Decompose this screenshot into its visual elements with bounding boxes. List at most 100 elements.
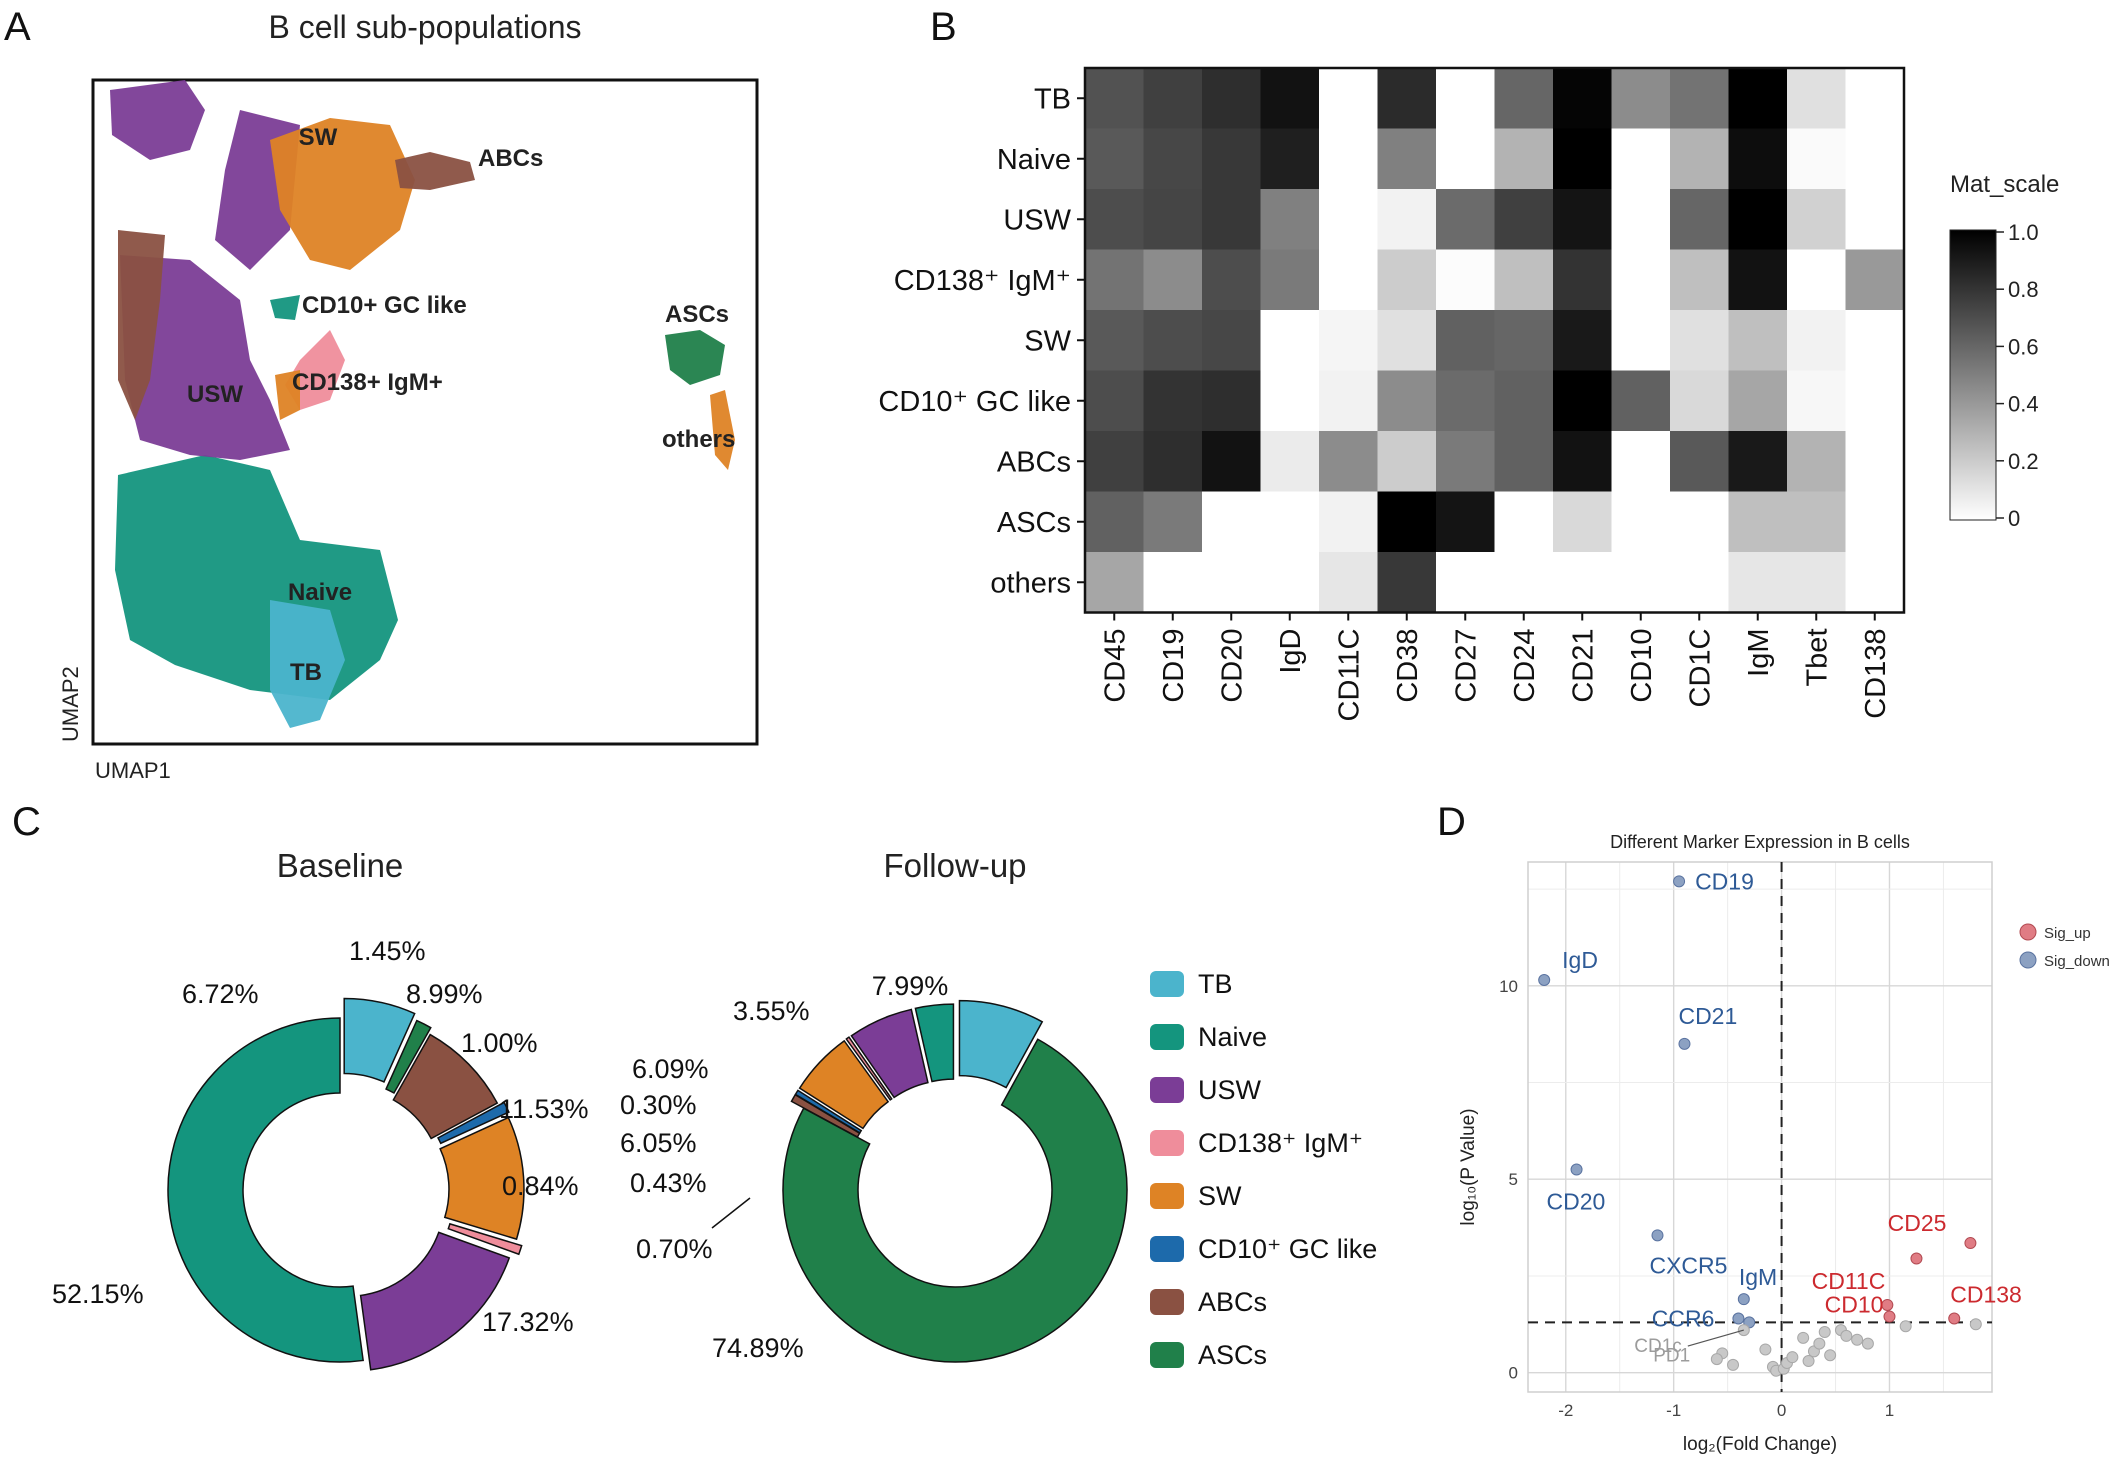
scale-tick-label: 0.6 [2008, 334, 2039, 359]
umap-cluster-label: USW [187, 381, 243, 408]
donut-slice [343, 997, 416, 1083]
donut-slice [385, 1019, 432, 1095]
volcano-legend-label: Sig_up [2044, 925, 2091, 942]
heatmap-cell [1377, 431, 1437, 493]
heatmap-cell [1143, 552, 1203, 614]
volcano-point [1538, 973, 1551, 986]
heatmap-cell [1728, 491, 1788, 553]
x-tick-label: 0 [1777, 1401, 1786, 1420]
scale-tick-label: 1.0 [2008, 220, 2039, 245]
umap-cluster-label: ASCs [665, 301, 729, 328]
heatmap-cell [1202, 491, 1262, 553]
heatmap: TB Naive USW CD138⁺ IgM⁺ SW CD10⁺ GC like ABCs… [878, 66, 1906, 722]
heatmap-col-label: IgD [1275, 629, 1307, 674]
heatmap-cell [1377, 370, 1437, 432]
heatmap-cell [1787, 68, 1847, 130]
volcano-point-label: CD1c [1634, 1336, 1682, 1357]
donut-slice-label: 17.32% [482, 1307, 574, 1337]
volcano-point [1673, 875, 1686, 888]
volcano-y-label: log₁₀(P Value) [1458, 1108, 1479, 1225]
donut-slice [914, 1003, 955, 1083]
legend-swatch [1150, 1183, 1184, 1209]
heatmap-cell [1260, 128, 1320, 190]
heatmap-cell [1845, 431, 1905, 493]
heatmap-cell [1787, 189, 1847, 251]
label-leader-line [1687, 1329, 1744, 1347]
donut-slice-label: 1.45% [349, 936, 426, 966]
umap-cluster-label: CD10+ GC like [302, 292, 467, 319]
volcano-point [1737, 1293, 1750, 1306]
legend-swatch [1150, 971, 1184, 997]
heatmap-cell [1553, 431, 1613, 493]
heatmap-cell [1085, 552, 1145, 614]
umap-cluster-region [120, 255, 290, 460]
volcano-point [1732, 1312, 1745, 1325]
panel-letter-d: D [1437, 800, 1466, 844]
volcano-point-label: CD19 [1695, 868, 1754, 894]
heatmap-cell [1436, 310, 1496, 372]
heatmap-cell [1728, 68, 1788, 130]
volcano-point [1710, 1353, 1723, 1366]
heatmap-col-label: CD11C [1333, 629, 1365, 722]
heatmap-cell [1260, 310, 1320, 372]
panel-c: C Baseline 6.72% 1.45% 8.99% 1.00% 11.53% 0.84… [12, 800, 1377, 1371]
scale-tick-label: 0.4 [2008, 392, 2039, 417]
legend-swatch [1150, 1024, 1184, 1050]
heatmap-cell [1319, 310, 1379, 372]
volcano-point [1570, 1163, 1583, 1176]
y-tick-label: 0 [1509, 1364, 1518, 1383]
heatmap-cell [1728, 552, 1788, 614]
heatmap-cell [1143, 128, 1203, 190]
heatmap-cell [1436, 431, 1496, 493]
heatmap-cell [1085, 310, 1145, 372]
donut-slice-label: 3.55% [733, 996, 810, 1026]
volcano-x-label: log₂(Fold Change) [1683, 1434, 1837, 1455]
legend-label: SW [1198, 1181, 1242, 1211]
volcano-point [1881, 1298, 1894, 1311]
heatmap-cell [1143, 68, 1203, 130]
umap-title: B cell sub-populations [268, 9, 581, 45]
heatmap-col-label: CD45 [1099, 629, 1131, 703]
donut-slice-label: 0.70% [636, 1234, 713, 1264]
heatmap-cell [1494, 249, 1554, 311]
heatmap-cell [1670, 431, 1730, 493]
heatmap-cell [1260, 370, 1320, 432]
y-tick-label: 5 [1509, 1170, 1518, 1189]
heatmap-scale: Mat_scale 1.0 0.8 0.6 0.4 0.2 0 [1949, 171, 2059, 531]
umap-cluster-region [118, 230, 165, 420]
heatmap-cell [1143, 249, 1203, 311]
heatmap-cell [1143, 310, 1203, 372]
volcano-point-label: CD10 [1825, 1292, 1884, 1318]
heatmap-cell [1377, 68, 1437, 130]
heatmap-cell [1436, 370, 1496, 432]
heatmap-cell [1436, 249, 1496, 311]
volcano-point-label: CCR6 [1652, 1305, 1715, 1331]
umap-cluster-label: CD138+ IgM+ [292, 369, 443, 396]
heatmap-cell [1670, 310, 1730, 372]
heatmap-cell [1202, 128, 1262, 190]
heatmap-cell [1728, 370, 1788, 432]
volcano-point-label: CXCR5 [1649, 1252, 1727, 1278]
heatmap-cell [1494, 68, 1554, 130]
heatmap-cell [1260, 431, 1320, 493]
donut-slice [845, 1036, 893, 1101]
umap-cluster-labels: SW ABCs CD10+ GC like USW CD138+ IgM+ Naive TB… [187, 124, 735, 686]
heatmap-cell [1260, 189, 1320, 251]
donut-slice [436, 1101, 510, 1145]
heatmap-cell [1787, 552, 1847, 614]
volcano-point-label: IgM [1739, 1264, 1777, 1290]
legend-label: ASCs [1198, 1340, 1267, 1370]
heatmap-cell [1436, 189, 1496, 251]
heatmap-cell [1319, 552, 1379, 614]
heatmap-cell [1611, 310, 1671, 372]
heatmap-cell [1494, 310, 1554, 372]
volcano-point [1818, 1326, 1831, 1339]
umap-cluster-region [110, 80, 205, 160]
umap-cluster-region [270, 600, 345, 728]
donut-slice-label: 1.00% [461, 1028, 538, 1058]
y-tick-label: 10 [1499, 977, 1518, 996]
heatmap-cell [1787, 491, 1847, 553]
volcano-point [1910, 1252, 1923, 1265]
heatmap-cell [1202, 431, 1262, 493]
heatmap-cell [1494, 128, 1554, 190]
